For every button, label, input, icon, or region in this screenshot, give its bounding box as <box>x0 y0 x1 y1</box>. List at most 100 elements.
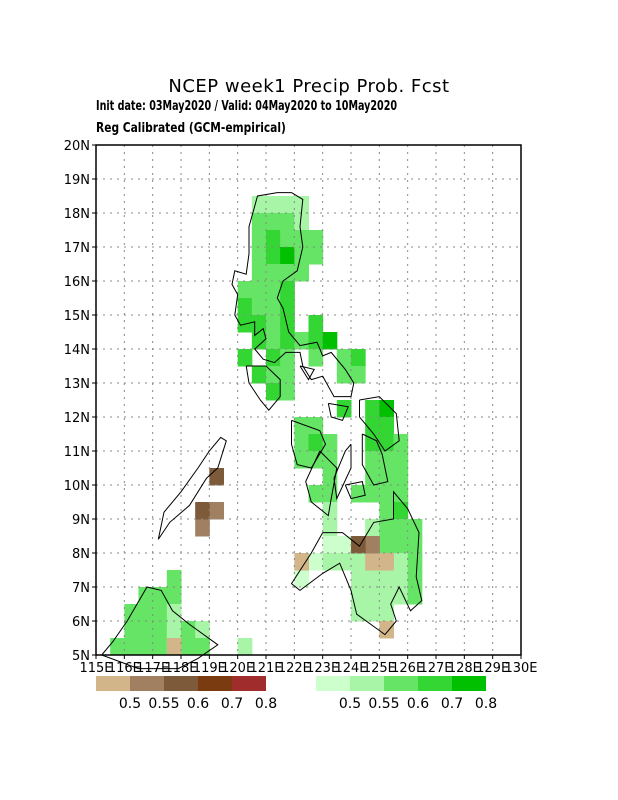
wet-cell <box>393 536 409 554</box>
coastline-panay <box>291 419 327 469</box>
wet-cell <box>280 196 295 214</box>
wet-cell <box>166 621 182 639</box>
lon-tick-label: 128E <box>448 661 481 676</box>
dry-legend-swatch <box>164 676 198 691</box>
wet-cell <box>195 638 210 656</box>
wet-cell <box>308 485 324 503</box>
lon-tick-label: 122E <box>278 661 311 676</box>
dry-legend-swatch <box>96 676 130 691</box>
gridlines <box>96 145 521 655</box>
lat-tick-label: 12N <box>64 411 90 426</box>
wet-cell <box>365 417 380 435</box>
wet-cell <box>336 536 352 554</box>
wet-cell <box>322 434 338 452</box>
wet-cell <box>280 247 295 265</box>
dry-cell <box>294 553 309 571</box>
wet-cell <box>322 536 338 554</box>
wet-cell <box>393 434 409 452</box>
lon-tick-label: 119E <box>193 661 226 676</box>
wet-cell <box>322 332 338 350</box>
wet-cell <box>266 383 281 401</box>
date-info: Init date: 03May2020 / Valid: 04May2020 … <box>96 99 398 114</box>
wet-cell <box>237 638 253 656</box>
lon-tick-label: 129E <box>476 661 509 676</box>
wet-cell <box>110 638 125 656</box>
wet-cell <box>308 349 324 367</box>
wet-cell <box>266 366 281 384</box>
dry-cell <box>379 621 394 639</box>
wet-cell <box>280 383 295 401</box>
wet-cell <box>251 298 267 316</box>
wet-cell <box>336 349 352 367</box>
lat-tick-label: 10N <box>64 479 90 494</box>
wet-cell <box>251 264 267 282</box>
wet-cell <box>294 434 309 452</box>
wet-cell <box>251 247 267 265</box>
lon-tick-label: 126E <box>391 661 424 676</box>
wet-cell <box>294 451 309 469</box>
wet-cell <box>322 451 338 469</box>
wet-cell <box>280 213 295 231</box>
wet-cell <box>336 553 352 571</box>
wet-legend-label: 0.7 <box>441 696 463 712</box>
wet-legend-label: 0.5 <box>339 696 361 712</box>
lat-tick-label: 11N <box>64 445 90 460</box>
wet-cell <box>393 502 409 520</box>
wet-cell <box>237 349 253 367</box>
lon-tick-label: 124E <box>334 661 367 676</box>
lat-tick-label: 20N <box>64 139 90 154</box>
wet-cell <box>407 553 423 571</box>
lat-tick-label: 9N <box>72 513 90 528</box>
lat-tick-label: 17N <box>64 241 90 256</box>
wet-cell <box>251 213 267 231</box>
wet-cell <box>294 332 309 350</box>
wet-cell <box>393 468 409 486</box>
map-frame <box>95 144 522 656</box>
wet-cell <box>365 570 380 588</box>
lon-tick-label: 125E <box>363 661 396 676</box>
wet-cell <box>280 315 295 333</box>
dry-legend-label: 0.8 <box>255 696 277 712</box>
wet-legend-label: 0.8 <box>475 696 497 712</box>
wet-cell <box>407 570 423 588</box>
dry-cell <box>195 519 210 537</box>
wet-cell <box>266 281 281 299</box>
wet-cell <box>166 570 182 588</box>
axis-ticks: 115E116E117E118E119E120E121E122E123E124E… <box>64 139 538 676</box>
dry-legend-label: 0.5 <box>119 696 141 712</box>
lat-tick-label: 8N <box>72 547 90 562</box>
wet-cell <box>181 638 196 656</box>
coastline-mindoro <box>245 365 281 411</box>
wet-cell <box>336 366 352 384</box>
coastline-masbate <box>327 402 349 422</box>
wet-cell <box>266 213 281 231</box>
wet-cell <box>322 553 338 571</box>
wet-cell <box>322 519 338 537</box>
wet-cell <box>266 230 281 248</box>
wet-cell <box>237 298 253 316</box>
wet-legend-label: 0.55 <box>368 696 399 712</box>
wet-cell <box>365 485 380 503</box>
coastline-samar <box>359 396 400 452</box>
wet-cell <box>379 400 394 418</box>
wet-cell <box>379 502 394 520</box>
coastline-cebu <box>333 443 352 501</box>
dry-legend-label: 0.6 <box>187 696 209 712</box>
wet-cell <box>266 332 281 350</box>
wet-cell <box>308 230 324 248</box>
wet-cell <box>124 638 139 656</box>
wet-cell <box>407 536 423 554</box>
wet-cell <box>138 638 154 656</box>
wet-legend-label: 0.6 <box>407 696 429 712</box>
wet-cell <box>294 417 309 435</box>
wet-cell <box>124 621 139 639</box>
wet-cell <box>336 400 352 418</box>
wet-cell <box>351 587 366 605</box>
wet-cell <box>280 349 295 367</box>
coastline-leyte <box>361 433 389 486</box>
wet-cell <box>266 196 281 214</box>
wet-cell <box>379 519 394 537</box>
wet-cell <box>379 604 394 622</box>
dry-legend-label: 0.7 <box>221 696 243 712</box>
wet-cell <box>280 264 295 282</box>
